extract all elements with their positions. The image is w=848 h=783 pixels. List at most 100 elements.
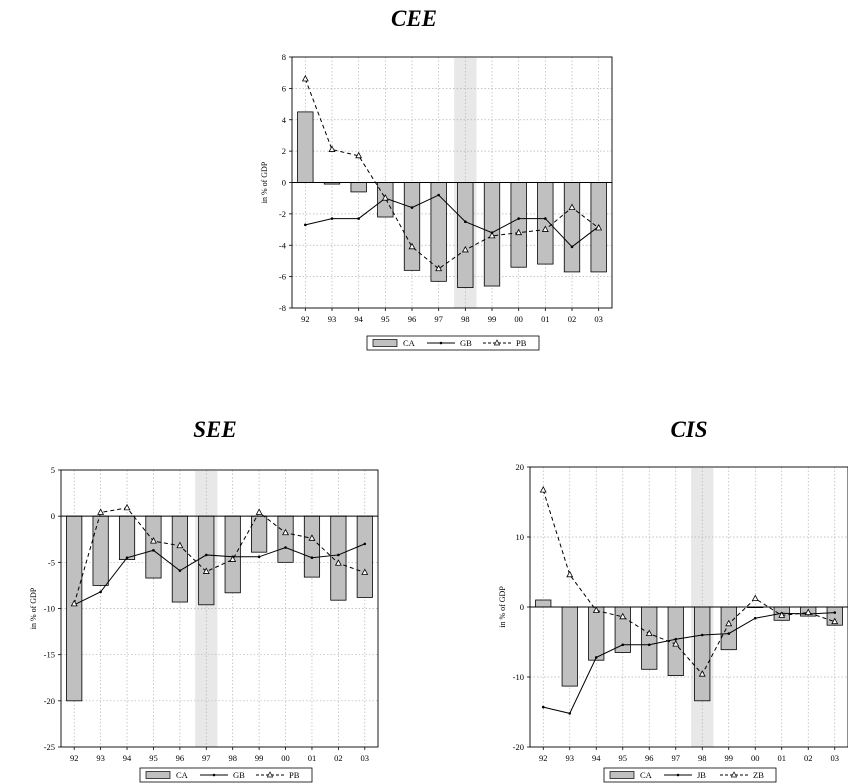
point-JB xyxy=(541,705,545,709)
point-PB xyxy=(361,568,369,575)
bar-CA xyxy=(66,515,83,702)
legend-marker-PB xyxy=(266,771,274,778)
point-PB xyxy=(70,599,78,607)
x-tick-label: 97 xyxy=(434,314,443,324)
point-GB xyxy=(570,245,574,249)
point-PB xyxy=(301,74,309,82)
point-ZB xyxy=(592,606,600,613)
point-PB xyxy=(202,567,210,574)
point-ZB xyxy=(725,619,733,627)
x-tick-label: 99 xyxy=(725,753,734,763)
legend-label-GB: GB xyxy=(460,338,472,348)
x-tick-label: 92 xyxy=(539,753,548,763)
point-JB xyxy=(594,656,598,659)
y-tick-label: -6 xyxy=(279,272,286,282)
bar-CA xyxy=(118,515,136,560)
x-tick-label: 94 xyxy=(123,753,132,763)
series-line-GB xyxy=(305,194,599,248)
point-PB xyxy=(149,537,157,544)
x-tick-label: 98 xyxy=(698,753,707,763)
x-tick-label: 03 xyxy=(361,753,370,763)
point-PB xyxy=(123,503,131,511)
x-tick-label: 98 xyxy=(461,314,470,324)
bar-CA xyxy=(720,606,737,651)
bar-CA xyxy=(563,182,581,273)
point-PB xyxy=(282,528,290,536)
point-PB xyxy=(488,231,496,239)
bar-CA xyxy=(457,182,474,289)
legend-label-CA: CA xyxy=(640,770,653,780)
x-tick-label: 96 xyxy=(408,314,417,324)
y-tick-label: -4 xyxy=(279,240,287,250)
legend: CA GB PB xyxy=(366,335,540,351)
point-JB xyxy=(727,632,731,635)
point-GB xyxy=(310,556,314,560)
y-tick-label: -15 xyxy=(44,650,55,660)
x-tick-label: 93 xyxy=(566,753,575,763)
point-ZB xyxy=(698,670,706,677)
x-tick-label: 94 xyxy=(592,753,601,763)
y-axis-label: in % of GDP xyxy=(260,161,269,203)
legend-label-ZB: ZB xyxy=(753,770,764,780)
x-tick-label: 99 xyxy=(255,753,264,763)
series-line-ZB xyxy=(542,489,835,676)
point-PB xyxy=(328,145,336,152)
y-tick-label: -10 xyxy=(513,672,524,682)
bar-CA xyxy=(510,182,527,268)
y-tick-label: 0 xyxy=(282,178,286,188)
point-GB xyxy=(337,553,340,557)
series-line-GB xyxy=(73,543,365,606)
point-GB xyxy=(464,220,467,224)
x-tick-label: 00 xyxy=(514,314,523,324)
legend-swatch-CA xyxy=(372,339,398,347)
point-GB xyxy=(363,542,367,546)
legend-label-PB: PB xyxy=(289,770,300,780)
legend-marker-JB xyxy=(676,773,680,777)
x-tick-label: 96 xyxy=(176,753,185,763)
legend-label-JB: JB xyxy=(697,770,706,780)
x-tick-label: 03 xyxy=(831,753,840,763)
point-ZB xyxy=(566,570,574,578)
bar-CA xyxy=(224,515,241,594)
y-tick-label: 4 xyxy=(282,115,287,125)
legend-marker-GB xyxy=(212,773,216,777)
point-JB xyxy=(568,712,572,715)
y-tick-label: 2 xyxy=(282,146,286,156)
point-PB xyxy=(515,228,523,236)
bar-CA xyxy=(145,515,162,579)
point-GB xyxy=(178,569,182,572)
bar-CA xyxy=(171,515,188,603)
y-tick-label: 5 xyxy=(51,465,55,475)
point-JB xyxy=(674,637,678,641)
point-GB xyxy=(544,217,547,220)
point-PB xyxy=(255,508,263,515)
chart-title-see: SEE xyxy=(193,417,237,442)
x-tick-label: 00 xyxy=(751,753,760,763)
point-ZB xyxy=(672,640,680,647)
chart-cis: -20 -10 0 10 20 92 93 94 95 96 97 98 99 00 01 02 03 in % … xyxy=(498,462,848,783)
point-ZB xyxy=(751,594,759,601)
bar-CA xyxy=(537,182,554,265)
bar-CA xyxy=(303,515,321,578)
legend-label-CA: CA xyxy=(403,338,416,348)
series-line-JB xyxy=(543,612,835,714)
point-PB xyxy=(355,151,363,159)
bar-CA xyxy=(588,606,605,661)
bar-CA xyxy=(356,515,373,598)
point-GB xyxy=(125,556,129,560)
point-GB xyxy=(357,217,360,220)
point-PB xyxy=(408,242,416,250)
point-GB xyxy=(437,193,440,197)
x-tick-label: 99 xyxy=(488,314,497,324)
point-ZB xyxy=(778,611,786,618)
point-PB xyxy=(461,245,469,253)
point-JB xyxy=(700,633,704,637)
point-JB xyxy=(647,643,651,647)
x-tick-label: 98 xyxy=(228,753,237,763)
y-axis-label: in % of GDP xyxy=(498,586,507,628)
legend-label-PB: PB xyxy=(516,338,527,348)
point-GB xyxy=(517,217,520,220)
y-tick-label: -2 xyxy=(279,209,286,219)
point-GB xyxy=(284,546,287,549)
